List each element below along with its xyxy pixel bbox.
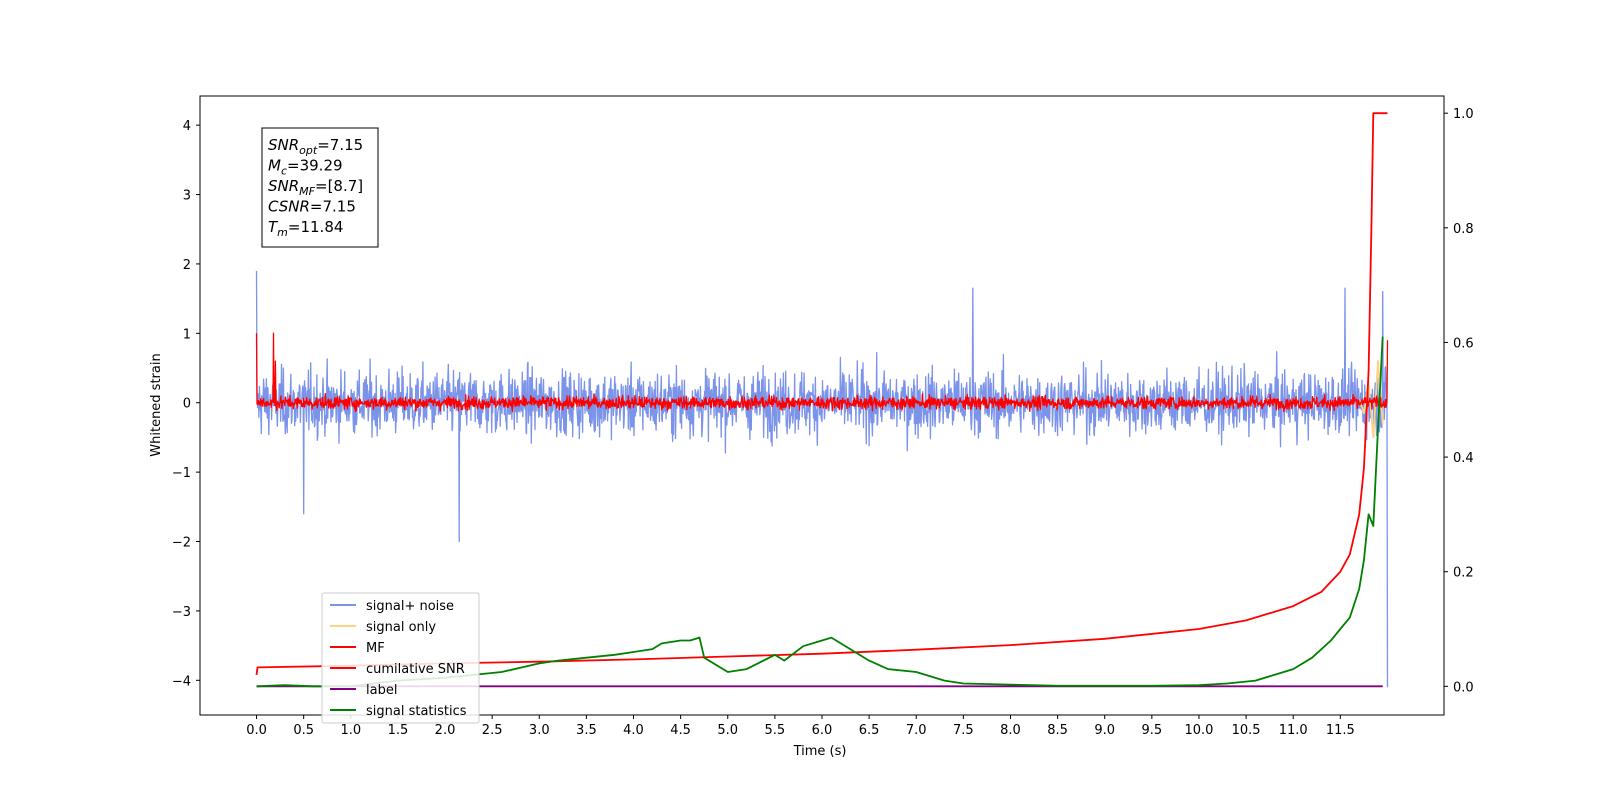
y2-tick-label: 0.6	[1453, 336, 1474, 351]
legend-label-signal-statistics: signal statistics	[366, 704, 467, 719]
x-tick-label: 1.5	[388, 723, 409, 738]
x-tick-label: 11.5	[1326, 723, 1355, 738]
y-tick-label: 3	[183, 189, 191, 204]
x-tick-label: 2.5	[482, 723, 503, 738]
annotation-box	[261, 127, 379, 248]
y-tick-label: −4	[172, 674, 191, 689]
y2-tick-label: 0.8	[1453, 222, 1474, 237]
y-tick-label: −2	[172, 536, 191, 551]
x-tick-label: 1.0	[340, 723, 361, 738]
legend-label-mf: MF	[366, 641, 385, 656]
x-tick-label: 6.5	[859, 723, 880, 738]
x-tick-label: 9.0	[1094, 723, 1115, 738]
x-tick-label: 0.5	[293, 723, 314, 738]
series-line-mf	[255, 332, 1389, 413]
series-line-cumilative-snr	[255, 112, 1388, 676]
x-tick-label: 0.0	[246, 723, 267, 738]
x-tick-label: 7.5	[953, 723, 974, 738]
y-tick-label: 1	[183, 327, 191, 342]
y2-tick-label: 0.4	[1453, 451, 1474, 466]
x-tick-label: 6.0	[812, 723, 833, 738]
x-tick-label: 4.0	[623, 723, 644, 738]
x-tick-label: 8.5	[1047, 723, 1068, 738]
x-tick-label: 11.0	[1279, 723, 1308, 738]
y-tick-label: 0	[183, 397, 191, 412]
y2-tick-label: 0.0	[1453, 680, 1474, 695]
x-tick-label: 5.0	[717, 723, 738, 738]
annotation-text: Tm=11.84	[268, 218, 343, 239]
legend-label-cumilative-snr: cumilative SNR	[366, 662, 465, 677]
legend-label-label: label	[366, 683, 397, 698]
x-axis-label: Time (s)	[793, 744, 847, 759]
y2-tick-label: 0.2	[1453, 566, 1474, 581]
x-tick-label: 10.5	[1232, 723, 1261, 738]
annotation-text: SNRMF=[8.7]	[268, 177, 363, 198]
x-tick-label: 4.5	[670, 723, 691, 738]
series-line-signal-statistics	[256, 336, 1384, 688]
series-line-signal-noise	[255, 270, 1389, 688]
legend-label-signal-noise: signal+ noise	[366, 599, 454, 614]
x-tick-label: 2.0	[435, 723, 456, 738]
y-tick-label: 2	[183, 258, 191, 273]
x-tick-label: 9.5	[1142, 723, 1163, 738]
x-tick-label: 3.0	[529, 723, 550, 738]
y2-tick-label: 1.0	[1453, 107, 1474, 122]
y-axis-label: Whitened strain	[149, 353, 164, 456]
annotation-text: SNRopt=7.15	[268, 136, 363, 157]
x-tick-label: 8.0	[1000, 723, 1021, 738]
x-tick-label: 7.0	[906, 723, 927, 738]
annotation-text: CSNR=7.15	[268, 198, 356, 216]
annotation-text: Mc=39.29	[268, 157, 343, 178]
x-tick-label: 3.5	[576, 723, 597, 738]
y-tick-label: −1	[172, 466, 191, 481]
legend-label-signal-only: signal only	[366, 620, 436, 635]
x-tick-label: 5.5	[765, 723, 786, 738]
y-tick-label: −3	[172, 605, 191, 620]
series-line-signal-only	[1358, 360, 1384, 439]
x-tick-label: 10.0	[1184, 723, 1213, 738]
legend-box	[321, 592, 480, 724]
y-tick-label: 4	[183, 119, 191, 134]
